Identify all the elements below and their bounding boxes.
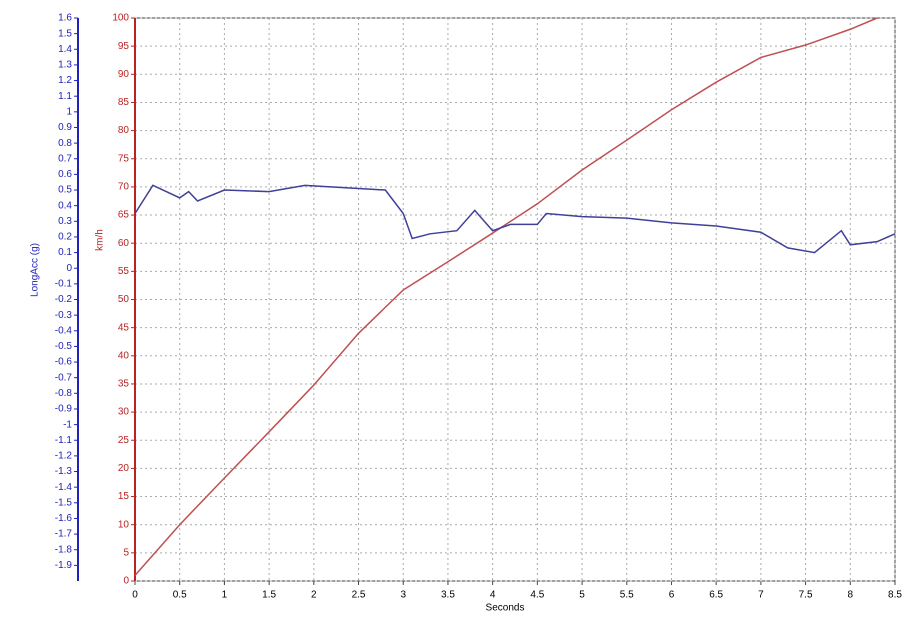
- y-tick-label: -0.3: [55, 310, 73, 321]
- y2-tick-label: 30: [118, 407, 130, 418]
- y-tick-label: -1.8: [55, 544, 73, 555]
- y2-tick-label: 35: [118, 379, 130, 390]
- x-tick-label: 3: [400, 590, 406, 601]
- y2-tick-label: 60: [118, 238, 130, 249]
- y2-axis-label: km/h: [95, 229, 106, 251]
- y2-tick-label: 65: [118, 210, 130, 221]
- y-tick-label: -0.5: [55, 341, 73, 352]
- x-tick-label: 8.5: [888, 590, 902, 601]
- y2-tick-label: 100: [112, 13, 129, 24]
- y-tick-label: -0.6: [55, 357, 73, 368]
- y-tick-label: 0.4: [58, 200, 72, 211]
- x-axis-label: Seconds: [486, 603, 525, 614]
- y-tick-label: -0.8: [55, 388, 73, 399]
- y2-tick-label: 55: [118, 266, 130, 277]
- y2-tick-label: 85: [118, 97, 130, 108]
- y-tick-label: 1.6: [58, 13, 72, 24]
- y-tick-label: -1.6: [55, 513, 73, 524]
- x-tick-label: 6: [669, 590, 675, 601]
- y-tick-label: 0.9: [58, 122, 72, 133]
- y-tick-label: 0.5: [58, 185, 72, 196]
- y-tick-label: -1.4: [55, 482, 73, 493]
- y2-tick-label: 75: [118, 153, 130, 164]
- y-axis-label: LongAcc (g): [30, 243, 41, 297]
- y-tick-label: 0.8: [58, 138, 72, 149]
- x-tick-label: 6.5: [709, 590, 723, 601]
- y-tick-label: -1.5: [55, 497, 73, 508]
- x-tick-label: 2.5: [352, 590, 366, 601]
- x-tick-label: 4: [490, 590, 496, 601]
- x-tick-label: 4.5: [530, 590, 544, 601]
- y-tick-label: -1.1: [55, 435, 73, 446]
- y2-tick-label: 0: [123, 576, 129, 587]
- y-tick-label: 1.1: [58, 91, 72, 102]
- y-tick-label: 0.6: [58, 169, 72, 180]
- series-line: [134, 17, 878, 576]
- y-tick-label: 0.1: [58, 247, 72, 258]
- y-tick-label: 0.2: [58, 232, 72, 243]
- y-tick-label: -0.4: [55, 325, 73, 336]
- x-tick-label: 7: [758, 590, 764, 601]
- y2-tick-label: 90: [118, 69, 130, 80]
- y-tick-label: 0.7: [58, 153, 72, 164]
- x-tick-label: 5.5: [620, 590, 634, 601]
- x-tick-label: 8: [848, 590, 854, 601]
- x-tick-label: 3.5: [441, 590, 455, 601]
- y2-tick-label: 5: [123, 547, 129, 558]
- y2-tick-label: 80: [118, 125, 130, 136]
- y-tick-label: 1.3: [58, 60, 72, 71]
- x-tick-label: 1.5: [262, 590, 276, 601]
- y-tick-label: 1.5: [58, 28, 72, 39]
- y-tick-label: -1.9: [55, 560, 73, 571]
- y-tick-label: 0: [66, 263, 72, 274]
- y2-tick-label: 40: [118, 350, 130, 361]
- y2-tick-label: 45: [118, 322, 130, 333]
- x-tick-label: 1: [222, 590, 228, 601]
- y-tick-label: -0.7: [55, 372, 73, 383]
- y2-tick-label: 10: [118, 519, 130, 530]
- y-tick-label: -1: [63, 419, 72, 430]
- x-tick-label: 0: [132, 590, 138, 601]
- y2-tick-label: 20: [118, 463, 130, 474]
- y-tick-label: 0.3: [58, 216, 72, 227]
- x-tick-label: 5: [579, 590, 585, 601]
- y2-tick-label: 50: [118, 294, 130, 305]
- y-tick-label: -1.2: [55, 451, 73, 462]
- y-tick-label: -0.1: [55, 279, 73, 290]
- x-tick-label: 0.5: [173, 590, 187, 601]
- y-tick-label: -0.9: [55, 404, 73, 415]
- y2-tick-label: 95: [118, 41, 130, 52]
- y-tick-label: -1.7: [55, 529, 73, 540]
- y2-tick-label: 15: [118, 491, 130, 502]
- y2-tick-label: 70: [118, 182, 130, 193]
- x-tick-label: 7.5: [799, 590, 813, 601]
- y-tick-label: -1.3: [55, 466, 73, 477]
- y-tick-label: 1: [66, 106, 72, 117]
- y-tick-label: 1.2: [58, 75, 72, 86]
- x-tick-label: 2: [311, 590, 317, 601]
- y-tick-label: -0.2: [55, 294, 73, 305]
- y-tick-label: 1.4: [58, 44, 72, 55]
- y2-tick-label: 25: [118, 435, 130, 446]
- series-line: [134, 184, 896, 254]
